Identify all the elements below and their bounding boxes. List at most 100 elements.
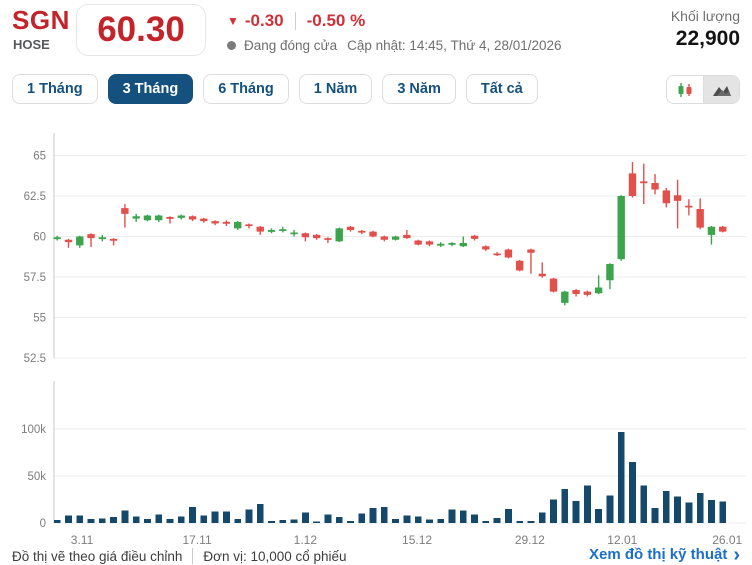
candle-body bbox=[98, 237, 107, 240]
candle-body bbox=[606, 264, 614, 281]
date-tick: 29.12 bbox=[515, 533, 545, 547]
candle-body bbox=[403, 234, 411, 239]
current-price-box: 60.30 bbox=[76, 4, 206, 56]
candle-body bbox=[64, 239, 73, 243]
price-change-row: ▼ -0.30 -0.50 % bbox=[227, 11, 365, 31]
volume-bars-layer bbox=[53, 431, 727, 523]
candle-body bbox=[335, 228, 343, 242]
candle-body bbox=[673, 195, 682, 201]
candle-body bbox=[617, 196, 625, 260]
volume-bar bbox=[640, 485, 648, 523]
date-tick: 26.01 bbox=[712, 533, 742, 547]
volume-bar bbox=[358, 513, 366, 523]
market-status-row: Đang đóng cửa Cập nhật: 14:45, Thứ 4, 28… bbox=[227, 38, 562, 53]
candle-body bbox=[290, 232, 298, 235]
candle-body bbox=[425, 241, 434, 245]
candle-body bbox=[200, 218, 208, 222]
volume-bar bbox=[200, 515, 208, 523]
candle-body bbox=[155, 215, 163, 221]
volume-bar bbox=[189, 507, 196, 523]
volume-value: 22,900 bbox=[675, 27, 740, 50]
volume-bar bbox=[268, 521, 275, 523]
candle-body bbox=[493, 253, 501, 256]
price-chart-area[interactable] bbox=[54, 133, 746, 358]
volume-bar bbox=[65, 515, 72, 523]
volume-bar bbox=[166, 519, 174, 523]
volume-bar bbox=[719, 501, 727, 523]
candle-body bbox=[87, 234, 95, 239]
volume-bar bbox=[561, 489, 569, 523]
chart-notes: Đồ thị vẽ theo giá điều chỉnh Đơn vị: 10… bbox=[12, 548, 347, 564]
volume-bar bbox=[583, 485, 591, 523]
tab-all[interactable]: Tất cả bbox=[465, 74, 538, 104]
volume-bar bbox=[87, 519, 95, 523]
price-change: -0.30 bbox=[244, 11, 284, 30]
candle-body bbox=[527, 249, 535, 253]
candle-body bbox=[188, 216, 197, 220]
market-status: Đang đóng cửa bbox=[244, 38, 338, 53]
unit-note: Đơn vị: 10,000 cổ phiếu bbox=[203, 548, 347, 564]
volume-bar bbox=[335, 516, 343, 523]
candle-body bbox=[256, 226, 264, 232]
candle-body bbox=[504, 249, 513, 258]
volume-bar bbox=[279, 520, 287, 523]
candle-body bbox=[143, 215, 152, 221]
volume-bar bbox=[144, 518, 151, 523]
candle-body bbox=[245, 224, 253, 227]
volume-bar bbox=[505, 508, 512, 523]
area-chart-icon bbox=[712, 85, 731, 96]
volume-bar bbox=[459, 510, 467, 523]
volume-bar bbox=[538, 512, 546, 523]
candle-body bbox=[583, 291, 592, 295]
price-tick: 57.5 bbox=[24, 272, 46, 284]
tab-1-year[interactable]: 1 Năm bbox=[298, 74, 373, 104]
volume-bar bbox=[53, 520, 61, 523]
candle-body bbox=[437, 243, 445, 246]
candle-body bbox=[572, 289, 580, 295]
candle-body bbox=[369, 231, 377, 237]
volume-bar bbox=[211, 511, 219, 523]
area-chart-button[interactable] bbox=[703, 76, 739, 103]
volume-bar bbox=[290, 519, 298, 523]
price-change-percent: -0.50 % bbox=[306, 11, 366, 30]
candle-body bbox=[132, 216, 140, 219]
candle-body bbox=[301, 233, 310, 238]
volume-tick: 100k bbox=[21, 424, 46, 436]
date-tick: 15.12 bbox=[402, 533, 432, 547]
tab-1-month[interactable]: 1 Tháng bbox=[12, 74, 98, 104]
volume-bar bbox=[595, 508, 603, 523]
volume-chart-area[interactable] bbox=[54, 381, 746, 523]
candle-body bbox=[391, 236, 400, 240]
candle-body bbox=[685, 205, 693, 208]
technical-chart-link[interactable]: Xem đồ thị kỹ thuật › bbox=[588, 543, 740, 565]
last-updated: Cập nhật: 14:45, Thứ 4, 28/01/2026 bbox=[347, 38, 562, 53]
exchange-name: HOSE bbox=[13, 37, 50, 52]
adjusted-price-note: Đồ thị vẽ theo giá điều chỉnh bbox=[12, 548, 183, 564]
chevron-right-icon: › bbox=[733, 543, 740, 565]
candle-body bbox=[414, 240, 422, 245]
candle-body bbox=[177, 215, 185, 218]
candle-body bbox=[109, 238, 118, 241]
technical-chart-link-label: Xem đồ thị kỹ thuật bbox=[588, 546, 728, 563]
candle-body bbox=[233, 221, 242, 229]
candle-body bbox=[628, 173, 637, 196]
volume-bar bbox=[245, 509, 253, 523]
volume-bar bbox=[550, 499, 557, 523]
volume-bar bbox=[572, 500, 580, 523]
change-divider bbox=[294, 12, 296, 30]
volume-bar bbox=[132, 516, 140, 523]
candlestick-chart-button[interactable] bbox=[667, 76, 703, 103]
candle-body bbox=[707, 226, 716, 235]
current-price: 60.30 bbox=[97, 10, 185, 49]
candle-body bbox=[211, 221, 219, 224]
volume-bar bbox=[313, 521, 321, 523]
candle-body bbox=[640, 181, 648, 184]
volume-bar bbox=[437, 518, 445, 523]
candle-body bbox=[696, 208, 704, 228]
tab-3-years[interactable]: 3 Năm bbox=[382, 74, 456, 104]
tab-3-months[interactable]: 3 Tháng bbox=[107, 74, 194, 104]
volume-bar bbox=[234, 518, 242, 523]
volume-bar bbox=[696, 492, 704, 523]
tab-6-months[interactable]: 6 Tháng bbox=[203, 74, 289, 104]
